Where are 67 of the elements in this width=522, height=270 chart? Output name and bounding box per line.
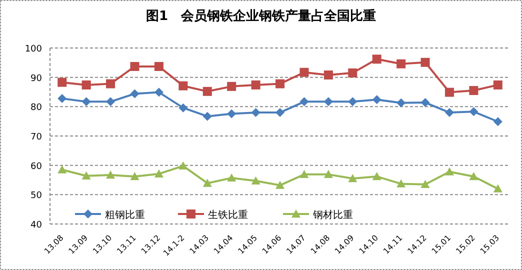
point xyxy=(276,79,284,88)
point xyxy=(372,54,382,64)
point xyxy=(300,68,309,77)
legend-label: 钢材比重 xyxy=(312,209,353,221)
point xyxy=(58,94,67,103)
point xyxy=(130,89,140,98)
point xyxy=(469,107,478,116)
point xyxy=(396,179,406,188)
legend-label: 生铁比重 xyxy=(208,209,248,221)
point xyxy=(396,59,406,68)
point xyxy=(493,80,502,90)
y-tick-label: 70 xyxy=(30,132,42,142)
y-tick-label: 80 xyxy=(30,103,42,114)
point xyxy=(130,172,140,180)
point xyxy=(106,97,116,106)
point xyxy=(178,81,188,90)
point xyxy=(227,109,236,118)
y-tick-label: 40 xyxy=(30,220,42,230)
point xyxy=(300,170,309,178)
y-tick-label: 90 xyxy=(30,74,42,84)
point xyxy=(469,172,478,180)
point xyxy=(348,174,358,182)
point xyxy=(396,98,406,108)
point xyxy=(300,97,309,106)
point xyxy=(444,108,454,118)
point xyxy=(372,95,382,104)
point xyxy=(348,97,358,106)
point xyxy=(324,70,333,80)
point xyxy=(251,80,260,90)
point xyxy=(493,117,502,126)
point xyxy=(251,176,260,184)
point xyxy=(58,165,67,174)
point xyxy=(420,58,430,67)
point xyxy=(372,172,382,180)
point xyxy=(227,173,236,182)
point xyxy=(420,98,430,108)
point xyxy=(202,178,212,187)
point xyxy=(324,97,333,106)
point xyxy=(154,88,164,97)
point xyxy=(82,171,91,180)
y-tick-label: 50 xyxy=(30,191,42,202)
point xyxy=(420,180,430,188)
point xyxy=(251,108,260,118)
point xyxy=(444,167,454,176)
point xyxy=(154,169,164,178)
point xyxy=(276,108,284,118)
point xyxy=(324,170,333,178)
point xyxy=(106,170,116,179)
point xyxy=(202,86,212,96)
point xyxy=(276,180,284,189)
point xyxy=(82,97,91,106)
point xyxy=(130,62,140,71)
point xyxy=(58,78,67,87)
y-tick-label: 100 xyxy=(24,44,42,54)
point xyxy=(493,184,502,192)
legend-label: 粗钢比重 xyxy=(105,209,145,221)
title: 图1 会员钢铁企业钢铁产量占全国比重 xyxy=(146,9,376,24)
point xyxy=(106,79,116,88)
point xyxy=(178,103,188,112)
point xyxy=(227,82,236,91)
point xyxy=(469,86,478,96)
point xyxy=(154,62,164,71)
point xyxy=(348,68,358,78)
point xyxy=(444,88,454,97)
point xyxy=(82,80,91,90)
y-tick-label: 60 xyxy=(30,162,42,172)
point xyxy=(202,112,212,121)
